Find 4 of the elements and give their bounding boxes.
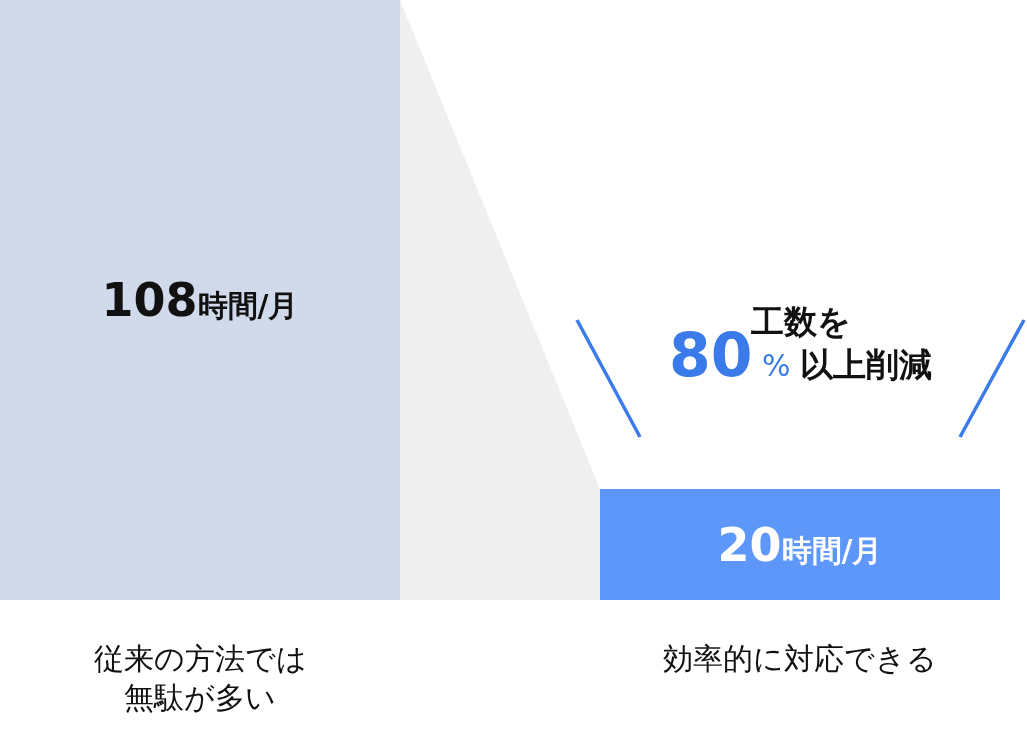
data-label: 20時間/月: [717, 517, 883, 572]
x-tick-label: 効率的に対応できる: [663, 641, 937, 676]
data-label: 108時間/月: [101, 273, 299, 327]
x-tick-label: 従来の方法では無駄が多い: [93, 641, 307, 715]
